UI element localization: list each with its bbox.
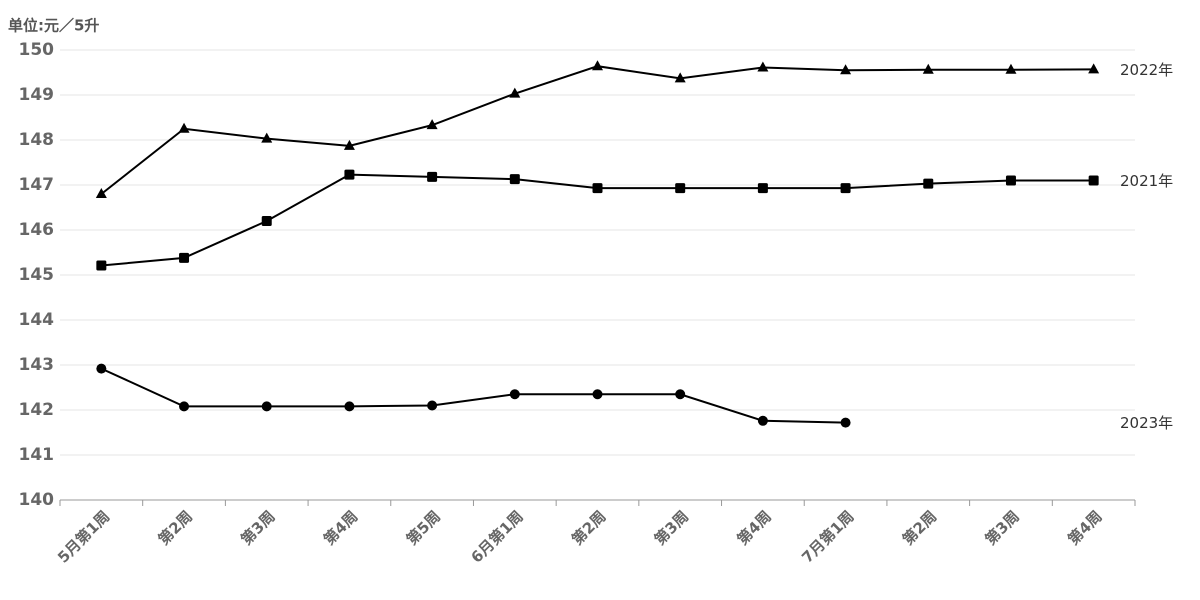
y-tick-label: 144 [19, 310, 55, 330]
marker [675, 389, 686, 400]
marker [179, 401, 190, 412]
marker [923, 178, 934, 189]
line [100, 65, 1094, 195]
marker [509, 87, 521, 98]
marker [261, 132, 273, 143]
marker [1005, 63, 1017, 74]
y-tick-label: 142 [19, 400, 55, 420]
marker [427, 171, 438, 182]
x-tick-label: 6月第1周 [468, 507, 527, 566]
y-tick-label: 143 [19, 355, 55, 375]
x-tick-label: 第5周 [403, 507, 444, 548]
series-label: 2021年 [1120, 172, 1173, 190]
marker [427, 400, 438, 411]
x-tick-label: 5月第1周 [54, 507, 113, 566]
series-label: 2023年 [1120, 414, 1173, 432]
marker [344, 401, 355, 412]
x-tick-label: 第2周 [568, 507, 609, 548]
marker [261, 216, 272, 226]
marker [178, 122, 190, 133]
series-label: 2022年 [1120, 61, 1173, 79]
x-tick-label: 7月第1周 [798, 507, 857, 566]
y-tick-label: 147 [19, 175, 55, 195]
marker [509, 389, 520, 400]
marker [96, 363, 107, 374]
marker [96, 260, 107, 271]
marker [840, 64, 852, 75]
marker [840, 183, 851, 194]
marker [757, 183, 768, 194]
y-tick-label: 145 [19, 265, 55, 285]
marker [261, 401, 272, 412]
marker [592, 60, 603, 71]
marker [1088, 63, 1100, 74]
marker [1088, 175, 1099, 186]
y-axis-label: 单位:元／5升 [8, 17, 99, 35]
marker [922, 63, 934, 74]
y-tick-label: 150 [19, 40, 55, 60]
y-tick-label: 141 [19, 445, 55, 465]
x-tick-label: 第3周 [982, 507, 1023, 548]
marker [592, 389, 603, 400]
x-tick-label: 第4周 [1064, 507, 1105, 548]
marker [1005, 175, 1016, 186]
marker [343, 139, 355, 150]
marker [675, 183, 686, 194]
marker [757, 415, 768, 426]
marker [509, 174, 520, 185]
marker [840, 417, 851, 428]
x-tick-label: 第3周 [651, 507, 692, 548]
marker [592, 183, 603, 194]
marker [179, 252, 190, 263]
x-tick-label: 第4周 [734, 507, 775, 548]
x-tick-label: 第4周 [320, 507, 361, 548]
x-tick-label: 第2周 [899, 507, 940, 548]
marker [344, 169, 355, 180]
x-tick-label: 第3周 [237, 507, 278, 548]
y-tick-label: 149 [19, 85, 55, 105]
line [100, 367, 846, 424]
y-tick-label: 148 [19, 130, 55, 150]
y-tick-label: 140 [19, 490, 55, 510]
y-tick-label: 146 [19, 220, 55, 240]
marker [757, 61, 769, 72]
x-tick-label: 第2周 [155, 507, 196, 548]
marker [674, 72, 686, 83]
marker [426, 119, 438, 130]
marker [95, 188, 107, 198]
